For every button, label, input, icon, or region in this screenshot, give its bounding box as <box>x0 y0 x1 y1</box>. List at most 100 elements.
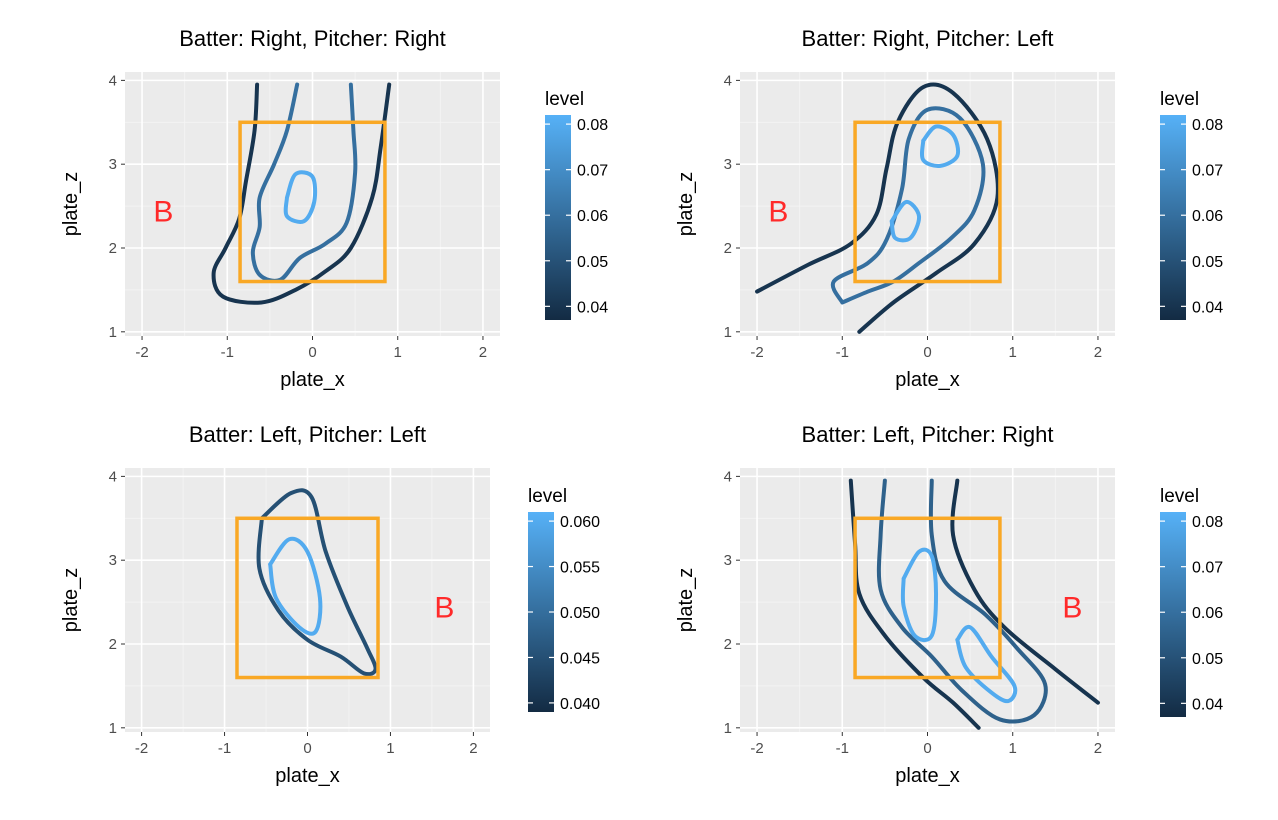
x-axis-title: plate_x <box>275 765 340 787</box>
contour-line <box>889 199 921 243</box>
x-tick-label: 1 <box>1009 344 1017 361</box>
legend-label: 0.07 <box>1192 560 1223 577</box>
panel-title: Batter: Right, Pitcher: Left <box>802 26 1054 51</box>
legend-label: 0.055 <box>560 560 600 577</box>
x-tick-label: 0 <box>303 740 311 757</box>
x-tick-label: -1 <box>221 344 234 361</box>
contour-line <box>283 170 318 224</box>
legend-label: 0.05 <box>1192 254 1223 271</box>
contour-line <box>950 478 1100 705</box>
batter-annotation: B <box>434 591 454 624</box>
contour-line <box>955 624 1018 704</box>
y-tick-label: 3 <box>109 552 117 569</box>
panel-2: -2 -1 0 1 2 1 2 3 4 B Batter: Right, Pitcher: Left… <box>675 26 1223 391</box>
strike-zone-box <box>853 516 1002 680</box>
contour-line <box>900 547 939 643</box>
legend-title: level <box>1160 89 1199 110</box>
panel-title: Batter: Right, Pitcher: Right <box>179 26 446 51</box>
panel-title: Batter: Left, Pitcher: Right <box>802 422 1054 447</box>
y-tick-label: 3 <box>724 156 732 173</box>
y-tick-label: 1 <box>724 720 732 737</box>
legend-label: 0.040 <box>560 696 600 713</box>
contour-line <box>211 82 392 305</box>
panel-1: -2 -1 0 1 2 1 2 3 4 B Batter: Right, Pitcher: Righ… <box>60 26 608 391</box>
batter-annotation: B <box>768 195 788 228</box>
contour-line <box>919 124 961 168</box>
x-tick-label: -2 <box>135 740 148 757</box>
legend-label: 0.06 <box>1192 605 1223 622</box>
x-axis-title: plate_x <box>895 765 960 787</box>
legend-label: 0.04 <box>1192 299 1223 316</box>
y-tick-label: 4 <box>109 468 117 485</box>
x-tick-label: 0 <box>923 344 931 361</box>
x-tick-label: 2 <box>469 740 477 757</box>
y-tick-label: 4 <box>724 468 732 485</box>
x-tick-label: 2 <box>1094 344 1102 361</box>
legend: level 0.08 0.07 0.06 0.05 0.04 <box>1160 89 1223 320</box>
y-tick-label: 4 <box>109 72 117 89</box>
x-axis-title: plate_x <box>895 369 960 391</box>
legend: level 0.060 0.055 0.050 0.045 0.040 <box>528 486 600 713</box>
legend: level 0.08 0.07 0.06 0.05 0.04 <box>545 89 608 320</box>
y-axis-title: plate_z <box>60 568 82 633</box>
x-axis-title: plate_x <box>280 369 345 391</box>
legend-label: 0.08 <box>1192 514 1223 531</box>
x-tick-label: 2 <box>479 344 487 361</box>
y-tick-label: 2 <box>724 636 732 653</box>
x-tick-label: 1 <box>386 740 394 757</box>
y-tick-label: 2 <box>109 636 117 653</box>
y-axis-title: plate_z <box>60 172 82 237</box>
legend-label: 0.07 <box>1192 163 1223 180</box>
legend-label: 0.07 <box>577 163 608 180</box>
legend-label: 0.050 <box>560 605 600 622</box>
legend-label: 0.08 <box>1192 117 1223 134</box>
x-tick-label: 2 <box>1094 740 1102 757</box>
contour-layer <box>256 488 378 677</box>
x-tick-label: -2 <box>750 740 763 757</box>
legend-label: 0.06 <box>577 208 608 225</box>
legend-title: level <box>545 89 584 110</box>
x-tick-label: -1 <box>836 344 849 361</box>
y-tick-label: 3 <box>724 552 732 569</box>
legend: level 0.08 0.07 0.06 0.05 0.04 <box>1160 486 1223 717</box>
panel-title: Batter: Left, Pitcher: Left <box>189 422 426 447</box>
legend-colorbar <box>1160 512 1186 717</box>
batter-annotation: B <box>153 195 173 228</box>
batter-annotation: B <box>1062 591 1082 624</box>
y-tick-label: 4 <box>724 72 732 89</box>
y-tick-label: 3 <box>109 156 117 173</box>
y-axis-title: plate_z <box>675 172 697 237</box>
legend-label: 0.045 <box>560 650 600 667</box>
contour-line <box>876 478 1048 724</box>
x-tick-label: -2 <box>135 344 148 361</box>
y-tick-label: 1 <box>109 720 117 737</box>
y-axis-title: plate_z <box>675 568 697 633</box>
panel-4: -2 -1 0 1 2 1 2 3 4 B Batter: Left, Pitcher: Right… <box>675 422 1223 787</box>
legend-colorbar <box>545 115 571 320</box>
panel-3: -2 -1 0 1 2 1 2 3 4 B Batter: Left, Pitcher: Left p… <box>60 422 600 787</box>
legend-label: 0.04 <box>577 299 608 316</box>
x-tick-label: 0 <box>923 740 931 757</box>
strike-zone-box <box>238 120 387 284</box>
x-tick-label: 1 <box>394 344 402 361</box>
legend-title: level <box>1160 486 1199 507</box>
y-tick-label: 1 <box>109 324 117 341</box>
legend-label: 0.05 <box>577 254 608 271</box>
contour-line <box>256 488 378 677</box>
x-tick-label: -2 <box>750 344 763 361</box>
contour-line <box>268 536 323 636</box>
legend-colorbar <box>1160 115 1186 320</box>
legend-label: 0.04 <box>1192 696 1223 713</box>
x-tick-label: -1 <box>836 740 849 757</box>
legend-label: 0.05 <box>1192 651 1223 668</box>
y-tick-label: 2 <box>724 240 732 257</box>
x-tick-label: 1 <box>1009 740 1017 757</box>
legend-label: 0.06 <box>1192 208 1223 225</box>
strike-zone-box <box>853 120 1002 284</box>
contour-line <box>830 106 986 305</box>
x-tick-label: 0 <box>308 344 316 361</box>
strike-zone-box <box>235 516 380 680</box>
legend-label: 0.060 <box>560 514 600 531</box>
y-tick-label: 2 <box>109 240 117 257</box>
